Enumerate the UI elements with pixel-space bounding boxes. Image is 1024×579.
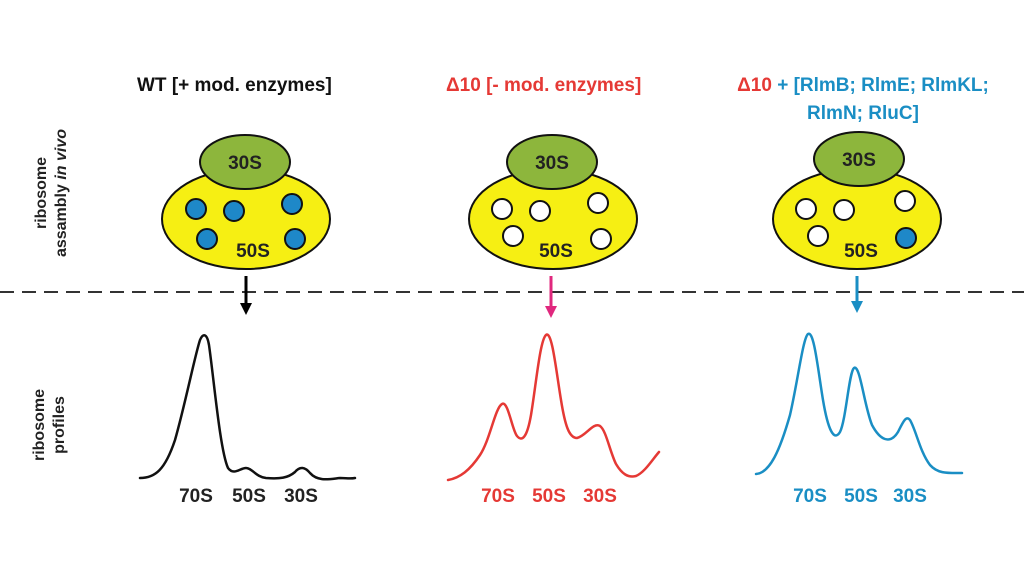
panel-3-title-line1: Δ10 + [RlmB; RlmE; RlmKL; bbox=[728, 72, 998, 100]
panel-2-title-rest: [- mod. enzymes] bbox=[480, 75, 642, 96]
panel-1-mod-dot bbox=[196, 228, 218, 250]
panel-2-50s-label: 50S bbox=[539, 241, 573, 262]
panel-3-ribosome: 30S 50S bbox=[772, 131, 942, 270]
panel-1-title: WT [+ mod. enzymes] bbox=[137, 72, 332, 100]
panel-3-title-line2: RlmN; RluC] bbox=[807, 103, 919, 124]
panel-3-arrow bbox=[851, 276, 863, 313]
panel-3-title: Δ10 + [RlmB; RlmE; RlmKL; RlmN; RluC] bbox=[728, 72, 998, 128]
panel-3-title-enzymes-1: [RlmB; RlmE; RlmKL; bbox=[793, 75, 989, 96]
panel-1-ribosome: 30S 50S bbox=[161, 134, 331, 270]
panel-2-30s-body bbox=[506, 134, 598, 190]
panel-2-unmod-dot bbox=[590, 228, 612, 250]
panel-2-unmod-dot bbox=[491, 198, 513, 220]
panel-3-title-plus: + bbox=[771, 75, 794, 96]
panel-1-peak-50s: 50S bbox=[232, 486, 266, 507]
panel-1-peak-70s: 70S bbox=[179, 486, 213, 507]
panel-1-profile-trace bbox=[138, 334, 357, 481]
panel-2-unmod-dot bbox=[587, 192, 609, 214]
panel-1-30s-body bbox=[199, 134, 291, 190]
panel-2-title-prefix: Δ10 bbox=[446, 75, 481, 96]
panel-2-profile-trace bbox=[446, 333, 661, 482]
panel-1-peak-30s: 30S bbox=[284, 486, 318, 507]
panel-2-unmod-dot bbox=[502, 225, 524, 247]
panel-3-peak-70s: 70S bbox=[793, 486, 827, 507]
panel-1-mod-dot bbox=[281, 193, 303, 215]
panel-3-unmod-dot bbox=[894, 190, 916, 212]
panel-3-mod-dot bbox=[895, 227, 917, 249]
panel-2-peak-30s: 30S bbox=[583, 486, 617, 507]
panel-2-30s-label: 30S bbox=[535, 153, 569, 174]
panel-1-30s-label: 30S bbox=[228, 153, 262, 174]
panel-3-50s-label: 50S bbox=[844, 241, 878, 262]
panel-2-arrow bbox=[545, 276, 557, 318]
panel-3-30s-label: 30S bbox=[842, 150, 876, 171]
panel-2-ribosome: 30S 50S bbox=[468, 134, 638, 270]
panel-3-unmod-dot bbox=[807, 225, 829, 247]
panel-3-unmod-dot bbox=[833, 199, 855, 221]
panel-3-peak-30s: 30S bbox=[893, 486, 927, 507]
panel-1-title-text: WT [+ mod. enzymes] bbox=[137, 75, 332, 96]
panel-2-peak-50s: 50S bbox=[532, 486, 566, 507]
panel-3-30s-body bbox=[813, 131, 905, 187]
panel-2-title: Δ10 [- mod. enzymes] bbox=[446, 72, 641, 100]
panel-1-50s-label: 50S bbox=[236, 241, 270, 262]
panel-1-mod-dot bbox=[223, 200, 245, 222]
panel-3-unmod-dot bbox=[795, 198, 817, 220]
panel-2-peak-70s: 70S bbox=[481, 486, 515, 507]
panel-3-title-prefix: Δ10 bbox=[737, 75, 772, 96]
panel-2-unmod-dot bbox=[529, 200, 551, 222]
panel-3-profile-trace bbox=[754, 332, 964, 476]
panel-1-arrow bbox=[240, 276, 252, 315]
panel-3-peak-50s: 50S bbox=[844, 486, 878, 507]
panel-1-mod-dot bbox=[185, 198, 207, 220]
panel-1-mod-dot bbox=[284, 228, 306, 250]
